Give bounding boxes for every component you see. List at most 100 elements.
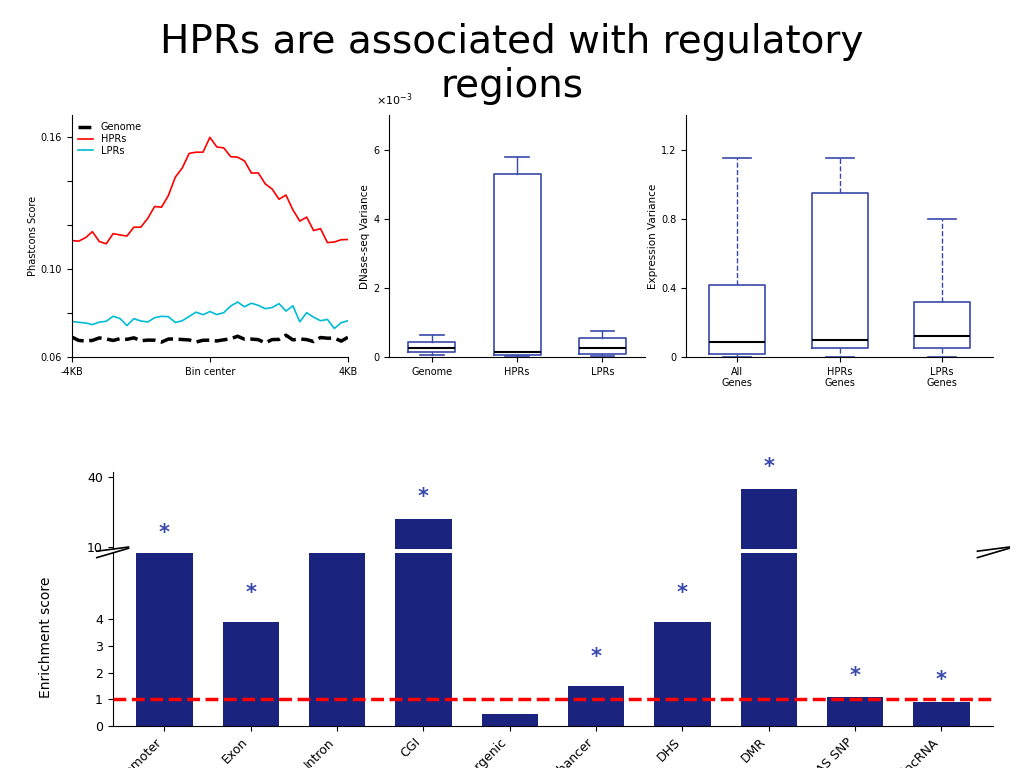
- HPRs: [307, 226, 319, 235]
- Bar: [827, 568, 883, 570]
- HPRs: [322, 238, 334, 247]
- HPRs: [135, 223, 147, 232]
- HPRs: [86, 227, 98, 237]
- LPRs: [280, 306, 292, 316]
- LPRs: [141, 317, 154, 326]
- Bar: [481, 569, 538, 570]
- HPRs: [266, 184, 279, 194]
- Y-axis label: Phastcons Score: Phastcons Score: [28, 196, 38, 276]
- Genome: [162, 334, 174, 343]
- LPRs: [272, 299, 285, 308]
- LPRs: [183, 312, 196, 321]
- LPRs: [169, 318, 181, 327]
- LPRs: [148, 313, 161, 323]
- Genome: [121, 335, 133, 344]
- HPRs: [169, 173, 181, 182]
- Text: *: *: [936, 670, 947, 690]
- Genome: [322, 333, 334, 343]
- HPRs: [114, 230, 126, 240]
- LPRs: [301, 308, 313, 317]
- Bar: [481, 713, 538, 726]
- Genome: [294, 334, 306, 343]
- Line: HPRs: HPRs: [72, 137, 348, 243]
- Text: *: *: [591, 647, 602, 667]
- Line: LPRs: LPRs: [72, 302, 348, 329]
- LPRs: [121, 321, 133, 330]
- Bar: [654, 622, 711, 726]
- LPRs: [114, 314, 126, 323]
- Text: HPRs are associated with regulatory
regions: HPRs are associated with regulatory regi…: [161, 23, 863, 105]
- HPRs: [80, 233, 92, 243]
- Genome: [231, 332, 244, 341]
- HPRs: [73, 237, 85, 246]
- Genome: [169, 334, 181, 343]
- Genome: [287, 336, 299, 345]
- Genome: [128, 333, 140, 343]
- LPRs: [162, 312, 174, 321]
- HPRs: [66, 236, 78, 245]
- LPRs: [128, 314, 140, 323]
- Genome: [148, 336, 161, 345]
- Genome: [211, 336, 223, 346]
- HPRs: [259, 179, 271, 188]
- LPRs: [66, 316, 78, 326]
- LPRs: [294, 317, 306, 326]
- Genome: [108, 336, 120, 345]
- HPRs: [301, 213, 313, 222]
- LPRs: [73, 318, 85, 327]
- HPRs: [342, 235, 354, 244]
- HPRs: [314, 224, 327, 233]
- HPRs: [108, 229, 120, 238]
- Bar: [395, 519, 452, 570]
- LPRs: [239, 302, 251, 311]
- HPRs: [224, 152, 237, 161]
- Genome: [135, 336, 147, 346]
- HPRs: [100, 239, 113, 248]
- LPRs: [135, 316, 147, 326]
- LPRs: [322, 315, 334, 324]
- Genome: [280, 330, 292, 339]
- HPRs: [328, 237, 340, 247]
- LPRs: [80, 318, 92, 327]
- Text: *: *: [418, 487, 429, 507]
- LPRs: [266, 303, 279, 312]
- HPRs: [190, 147, 203, 157]
- Text: *: *: [850, 666, 860, 686]
- Bar: [740, 488, 797, 570]
- Genome: [239, 335, 251, 344]
- Bar: [223, 561, 279, 570]
- LPRs: [342, 316, 354, 326]
- Genome: [114, 334, 126, 343]
- Line: Genome: Genome: [72, 335, 348, 343]
- HPRs: [204, 133, 216, 142]
- LPRs: [252, 301, 264, 310]
- Text: $\times\mathregular{10}^{-3}$: $\times\mathregular{10}^{-3}$: [377, 91, 413, 108]
- Genome: [307, 337, 319, 346]
- Genome: [190, 337, 203, 346]
- LPRs: [211, 310, 223, 319]
- Genome: [176, 335, 188, 344]
- Genome: [183, 336, 196, 345]
- Genome: [93, 333, 105, 343]
- Genome: [314, 333, 327, 342]
- Bar: [568, 567, 625, 570]
- HPRs: [176, 164, 188, 173]
- HPRs: [141, 214, 154, 223]
- Bar: [740, 0, 797, 726]
- LPRs: [335, 318, 347, 327]
- Genome: [272, 335, 285, 344]
- Genome: [73, 336, 85, 345]
- HPRs: [218, 144, 230, 153]
- Legend: Genome, HPRs, LPRs: Genome, HPRs, LPRs: [77, 120, 144, 158]
- Bar: [309, 540, 366, 726]
- Genome: [252, 335, 264, 344]
- LPRs: [224, 302, 237, 311]
- Bar: [568, 686, 625, 726]
- Bar: [395, 141, 452, 726]
- LPRs: [218, 308, 230, 317]
- Genome: [66, 333, 78, 342]
- Genome: [259, 338, 271, 347]
- Genome: [100, 334, 113, 343]
- LPRs: [190, 307, 203, 316]
- Genome: [328, 333, 340, 343]
